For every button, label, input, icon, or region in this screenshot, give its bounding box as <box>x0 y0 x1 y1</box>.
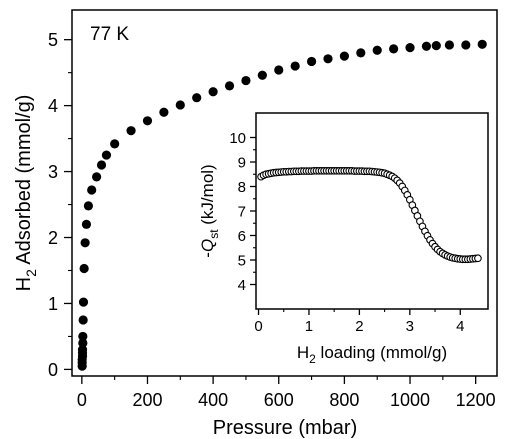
y-tick-label: 3 <box>48 162 58 182</box>
data-point <box>477 39 487 49</box>
data-point <box>241 75 251 86</box>
data-point <box>92 172 102 182</box>
x-tick-label: 1200 <box>456 390 496 410</box>
y-tick-label: 7 <box>238 203 246 220</box>
data-point <box>126 126 136 136</box>
x-tick-label: 0 <box>254 318 262 335</box>
y-tick-label: 8 <box>238 179 246 196</box>
inset-y-axis-label: -Qst (kJ/mol) <box>198 164 221 257</box>
x-tick-label: 3 <box>406 318 414 335</box>
data-point <box>79 263 89 274</box>
y-tick-label: 10 <box>229 130 246 147</box>
data-point <box>389 44 399 54</box>
x-tick-label: 1 <box>305 318 313 335</box>
data-point <box>306 56 317 67</box>
temperature-annotation: 77 K <box>90 24 129 45</box>
x-tick-label: 800 <box>329 390 359 410</box>
data-point <box>356 48 366 58</box>
data-point <box>96 160 107 170</box>
y-tick-label: 9 <box>238 154 246 171</box>
data-point <box>208 87 218 97</box>
data-point <box>274 65 284 75</box>
y-tick-label: 2 <box>48 228 58 248</box>
y-tick-label: 1 <box>48 294 58 314</box>
y-tick-label: 4 <box>48 96 58 116</box>
data-point <box>101 150 112 160</box>
main-x-axis: 0 200 400 600 800 1000 1200 <box>77 376 496 410</box>
data-point <box>372 45 382 55</box>
data-point <box>257 70 267 80</box>
y-tick-label: 5 <box>238 252 246 269</box>
data-point <box>78 297 89 307</box>
data-point <box>175 100 185 110</box>
y-tick-label: 0 <box>48 360 58 380</box>
inset-x-axis-label: H2 loading (mmol/g) <box>297 343 447 366</box>
data-point <box>87 185 97 195</box>
data-point <box>81 219 92 229</box>
data-point <box>431 41 441 51</box>
inset-y-axis: 4 5 6 7 8 9 10 <box>229 130 256 294</box>
main-data-series <box>77 39 487 371</box>
x-tick-label: 600 <box>264 390 294 410</box>
main-plot: 0 1 2 3 4 5 0 200 400 600 800 1000 1200 77 K Pressu… <box>13 9 498 439</box>
x-tick-label: 2 <box>355 318 363 335</box>
main-y-axis: 0 1 2 3 4 5 <box>48 30 72 380</box>
inset-x-axis: 0 1 2 3 4 <box>254 309 464 335</box>
x-tick-label: 1000 <box>390 390 430 410</box>
y-tick-label: 5 <box>48 30 58 50</box>
data-point <box>339 51 349 61</box>
data-point <box>405 42 415 53</box>
inset-data-series <box>257 166 482 264</box>
inset-plot: 4 5 6 7 8 9 10 0 1 2 3 4 H2 loading (mmol/g) -Qst … <box>198 112 489 366</box>
data-point <box>461 40 471 50</box>
main-y-axis-label: H2 Adsorbed (mmol/g) <box>13 95 39 292</box>
data-point <box>142 116 153 126</box>
data-point <box>421 41 432 51</box>
data-point <box>80 238 90 248</box>
inset-plot-frame <box>255 112 489 310</box>
data-point <box>78 331 88 342</box>
x-tick-label: 4 <box>456 318 464 335</box>
x-tick-label: 400 <box>198 390 228 410</box>
x-tick-label: 0 <box>77 390 87 410</box>
data-point <box>323 54 333 64</box>
main-plot-frame <box>71 9 498 377</box>
data-point <box>78 315 88 325</box>
data-point <box>77 345 88 355</box>
data-point <box>290 61 300 71</box>
data-point <box>224 81 235 91</box>
data-point <box>192 93 202 103</box>
data-point <box>444 40 455 50</box>
y-tick-label: 6 <box>238 228 246 245</box>
data-point <box>110 139 120 149</box>
data-point <box>159 107 169 117</box>
x-tick-label: 200 <box>132 390 162 410</box>
main-x-axis-label: Pressure (mbar) <box>213 417 357 439</box>
data-point <box>78 338 88 348</box>
data-point <box>83 201 94 211</box>
data-point <box>474 254 482 263</box>
y-tick-label: 4 <box>238 277 246 294</box>
